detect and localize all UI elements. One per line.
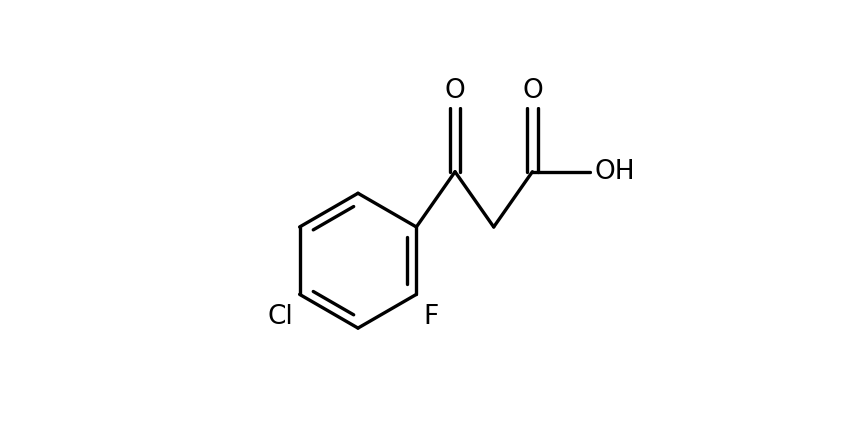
Text: OH: OH [595, 159, 635, 185]
Text: O: O [444, 77, 466, 104]
Text: O: O [522, 77, 543, 104]
Text: Cl: Cl [267, 304, 293, 330]
Text: F: F [423, 304, 438, 330]
